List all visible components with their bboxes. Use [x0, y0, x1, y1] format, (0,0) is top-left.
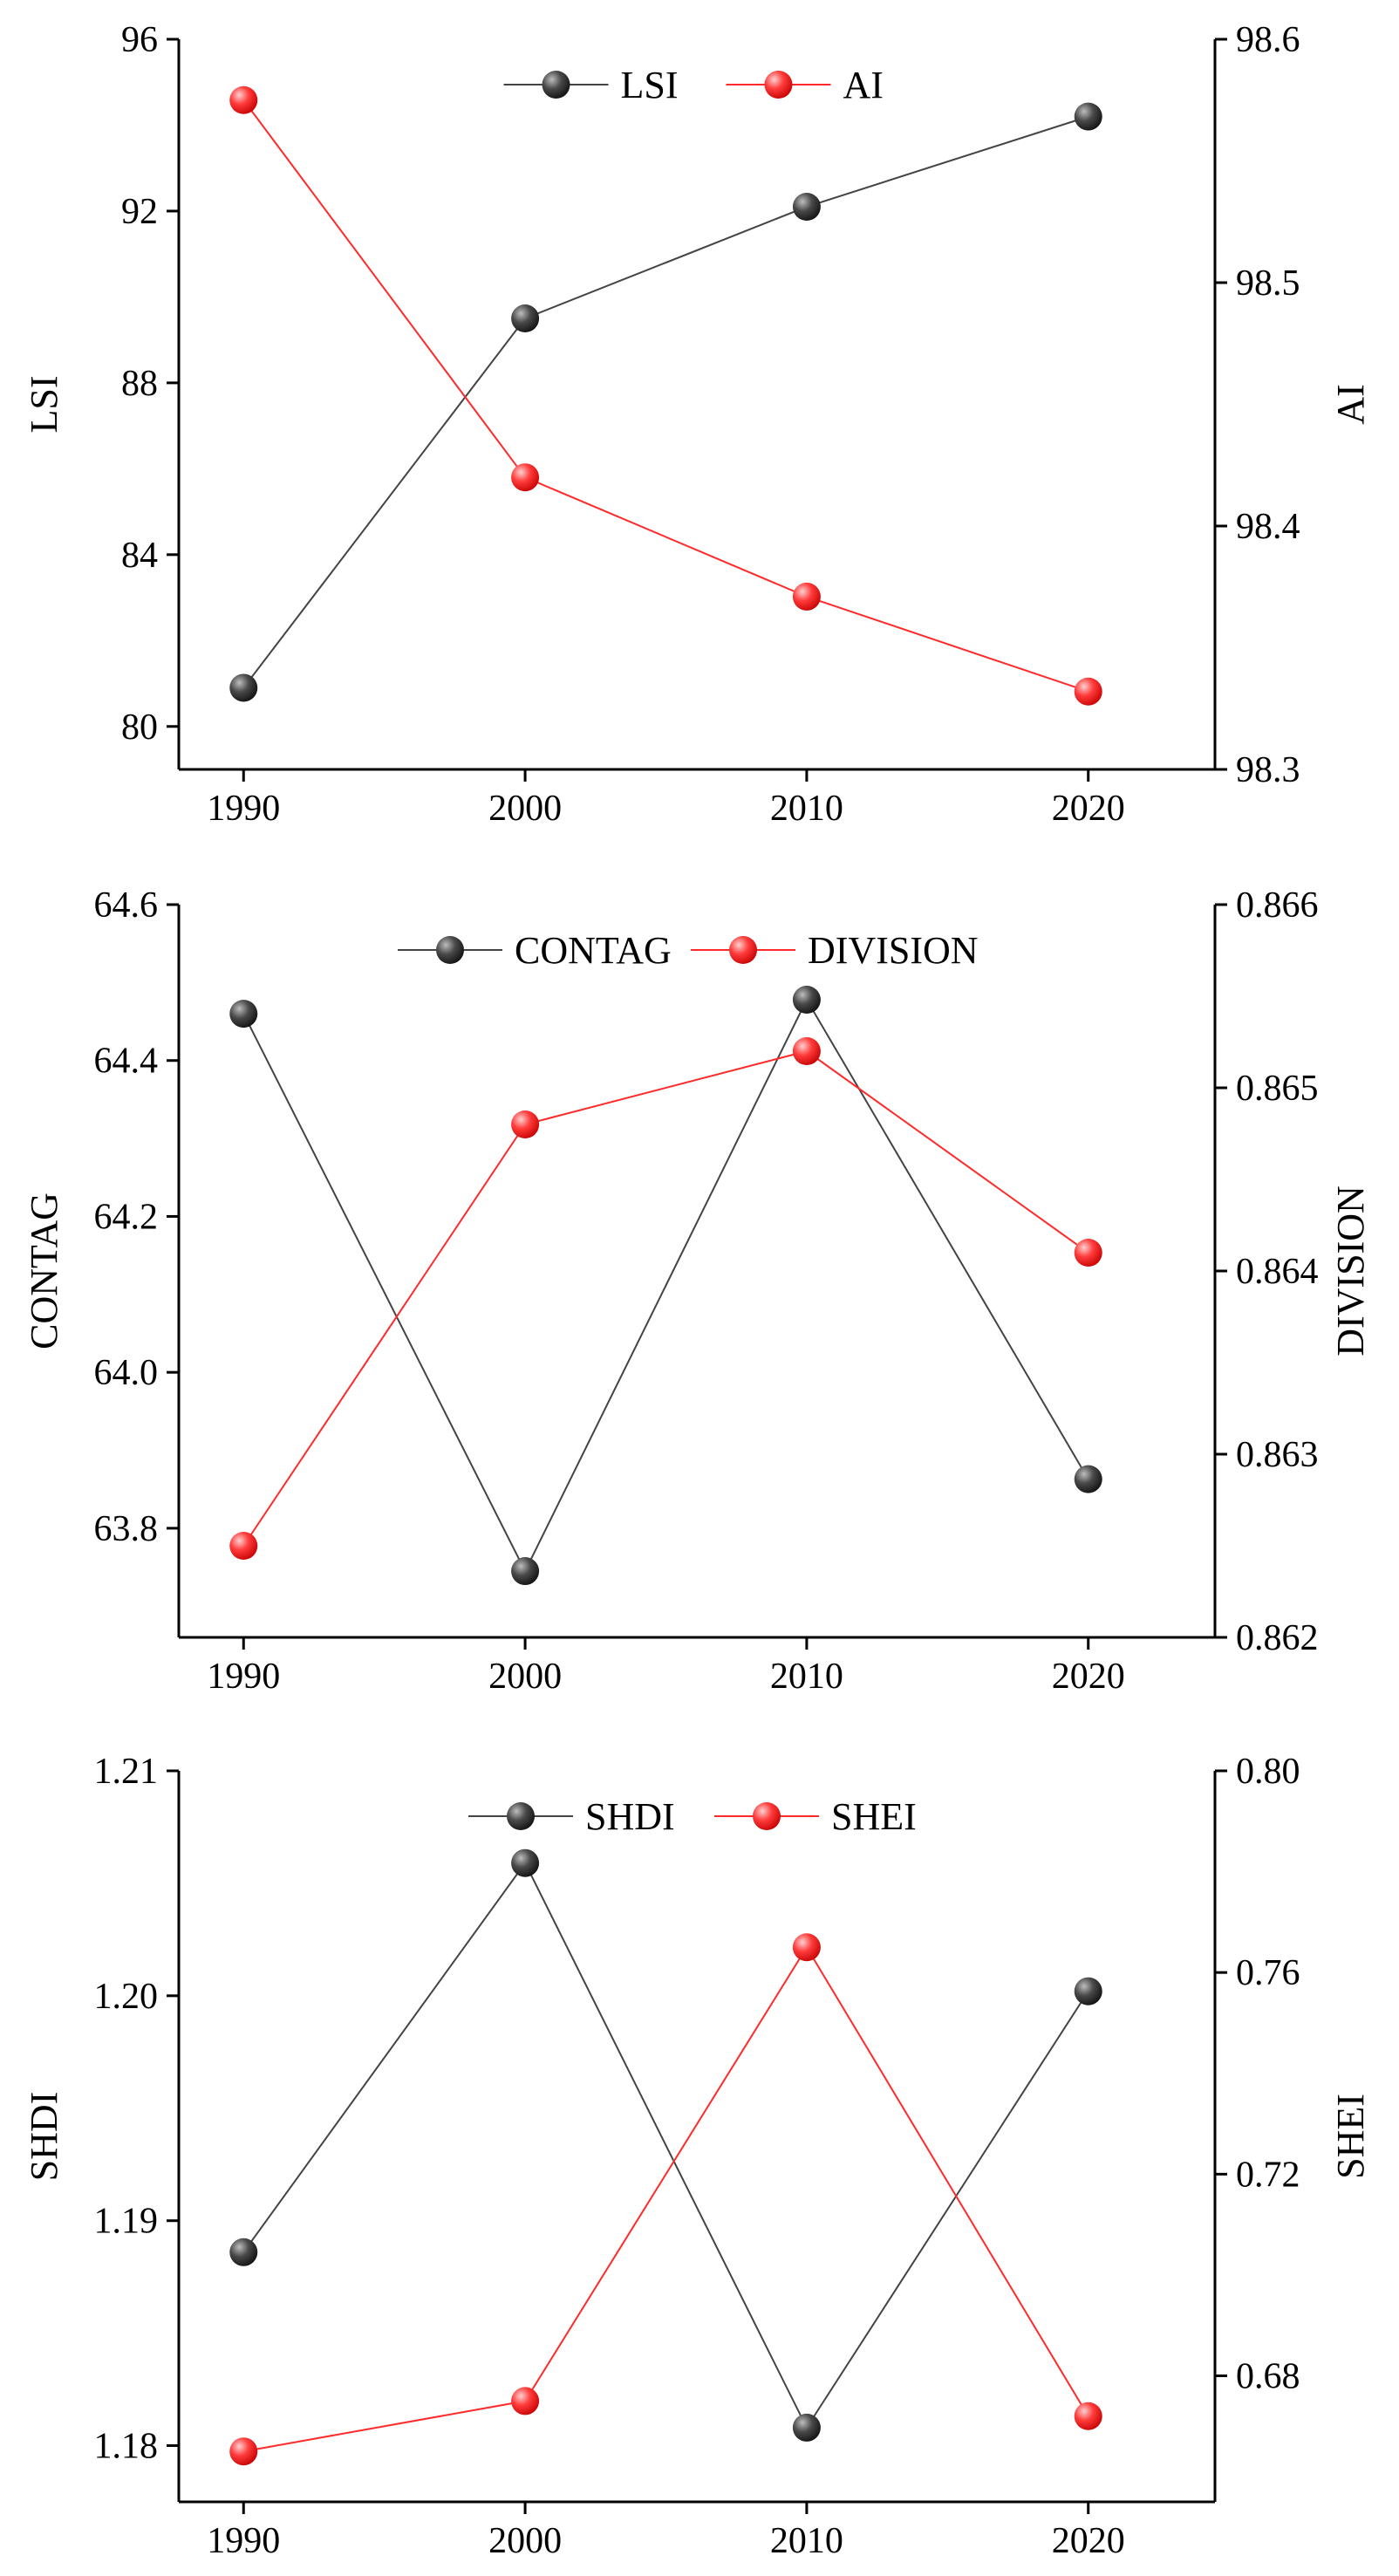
data-point-ai [1074, 677, 1102, 706]
left-tick-label: 88 [121, 364, 158, 404]
right-tick-label: 0.72 [1236, 2155, 1300, 2195]
data-point-shdi [229, 2238, 258, 2266]
legend-label-division: DIVISION [808, 929, 979, 972]
data-point-shei [229, 2437, 258, 2466]
left-tick-label: 64.2 [94, 1197, 159, 1237]
legend-marker-division [729, 936, 757, 964]
legend-label-lsi: LSI [621, 64, 679, 106]
left-tick-label: 64.4 [94, 1042, 159, 1082]
data-point-lsi [511, 304, 540, 333]
legend-marker-lsi [542, 71, 570, 99]
left-tick-label: 84 [121, 536, 158, 576]
data-point-lsi [792, 193, 821, 222]
left-tick-label: 1.20 [94, 1977, 159, 2017]
right-tick-label: 98.3 [1236, 750, 1300, 790]
data-point-shdi [1074, 1977, 1102, 2005]
series-line-lsi [242, 115, 1089, 689]
series-line-shdi [242, 1861, 1089, 2429]
data-point-contag [792, 986, 821, 1015]
legend-label-contag: CONTAG [515, 929, 672, 972]
right-tick-label: 98.5 [1236, 263, 1300, 304]
left-tick-label: 64.6 [94, 885, 159, 926]
data-point-ai [229, 85, 258, 114]
right-axis-title: SHEI [1329, 2094, 1372, 2179]
left-axis-title: LSI [23, 376, 65, 434]
left-tick-label: 64.0 [94, 1353, 159, 1393]
chart-panel-2: 1990 2000 2010 2020 63.8 64.0 64.2 64.4 64.6 0.86… [23, 885, 1372, 1697]
x-tick-label: 1990 [207, 2521, 280, 2561]
left-axis-title: SHDI [23, 2092, 65, 2182]
legend-marker-shei [753, 1802, 781, 1830]
right-tick-label: 0.863 [1236, 1435, 1319, 1475]
data-point-contag [229, 1000, 258, 1028]
legend-marker-contag [436, 936, 464, 964]
data-point-division [792, 1037, 821, 1065]
left-tick-label: 1.19 [94, 2202, 159, 2242]
data-point-shei [511, 2387, 540, 2415]
x-tick-label: 2010 [770, 2521, 843, 2561]
right-axis-title: AI [1329, 384, 1372, 424]
chart-panel-3: 1990 2000 2010 2020 1.18 1.19 1.20 1.21 0.68 0.72… [23, 1752, 1372, 2561]
data-point-shdi [511, 1848, 540, 1877]
data-point-shei [792, 1933, 821, 1962]
x-tick-label: 1990 [207, 1657, 280, 1697]
chart-panel-1: 1990 2000 2010 2020 80 84 88 92 96 98.3 98.4 98.5 98… [23, 20, 1372, 829]
series-line-shei [243, 1945, 1089, 2453]
data-point-lsi [1074, 102, 1102, 131]
x-tick-label: 2000 [488, 789, 562, 829]
legend-marker-ai [764, 71, 793, 99]
x-tick-label: 2020 [1052, 2521, 1125, 2561]
right-tick-label: 0.76 [1236, 1953, 1300, 1993]
data-point-ai [511, 463, 540, 492]
left-tick-label: 1.21 [94, 1752, 159, 1792]
x-tick-label: 2010 [770, 789, 843, 829]
series-line-ai [242, 99, 1089, 693]
legend-label-ai: AI [843, 64, 884, 106]
x-tick-label: 2010 [770, 1657, 843, 1697]
x-tick-label: 1990 [207, 789, 280, 829]
right-tick-label: 0.862 [1236, 1618, 1319, 1658]
left-tick-label: 63.8 [94, 1509, 159, 1549]
right-tick-label: 0.864 [1236, 1252, 1319, 1292]
right-tick-label: 0.866 [1236, 885, 1319, 926]
left-tick-label: 96 [121, 20, 158, 60]
legend: SHDI SHEI [468, 1795, 917, 1838]
right-tick-label: 0.80 [1236, 1752, 1300, 1792]
data-point-division [1074, 1239, 1102, 1267]
legend-label-shdi: SHDI [585, 1795, 675, 1838]
left-axis-title: CONTAG [23, 1192, 65, 1349]
data-point-contag [511, 1557, 540, 1586]
data-point-division [229, 1532, 258, 1560]
series-line-division [242, 1049, 1089, 1547]
left-tick-label: 1.18 [94, 2427, 159, 2467]
right-tick-label: 0.865 [1236, 1069, 1319, 1109]
legend: LSI AI [503, 64, 884, 106]
x-tick-label: 2000 [488, 2521, 562, 2561]
data-point-contag [1074, 1465, 1102, 1493]
x-tick-label: 2020 [1052, 789, 1125, 829]
legend: CONTAG DIVISION [398, 929, 979, 972]
data-point-lsi [229, 673, 258, 702]
right-tick-label: 0.68 [1236, 2357, 1300, 2397]
right-axis-title: DIVISION [1329, 1186, 1372, 1356]
right-tick-label: 98.4 [1236, 507, 1300, 547]
series-line-contag [242, 997, 1089, 1574]
data-point-shei [1074, 2402, 1102, 2430]
legend-marker-shdi [507, 1802, 535, 1830]
left-tick-label: 80 [121, 707, 158, 748]
left-tick-label: 92 [121, 192, 158, 232]
right-tick-label: 98.6 [1236, 20, 1300, 60]
x-tick-label: 2000 [488, 1657, 562, 1697]
data-point-shdi [792, 2413, 821, 2442]
data-point-division [511, 1110, 540, 1138]
x-tick-label: 2020 [1052, 1657, 1125, 1697]
legend-label-shei: SHEI [831, 1795, 917, 1838]
data-point-ai [792, 582, 821, 611]
